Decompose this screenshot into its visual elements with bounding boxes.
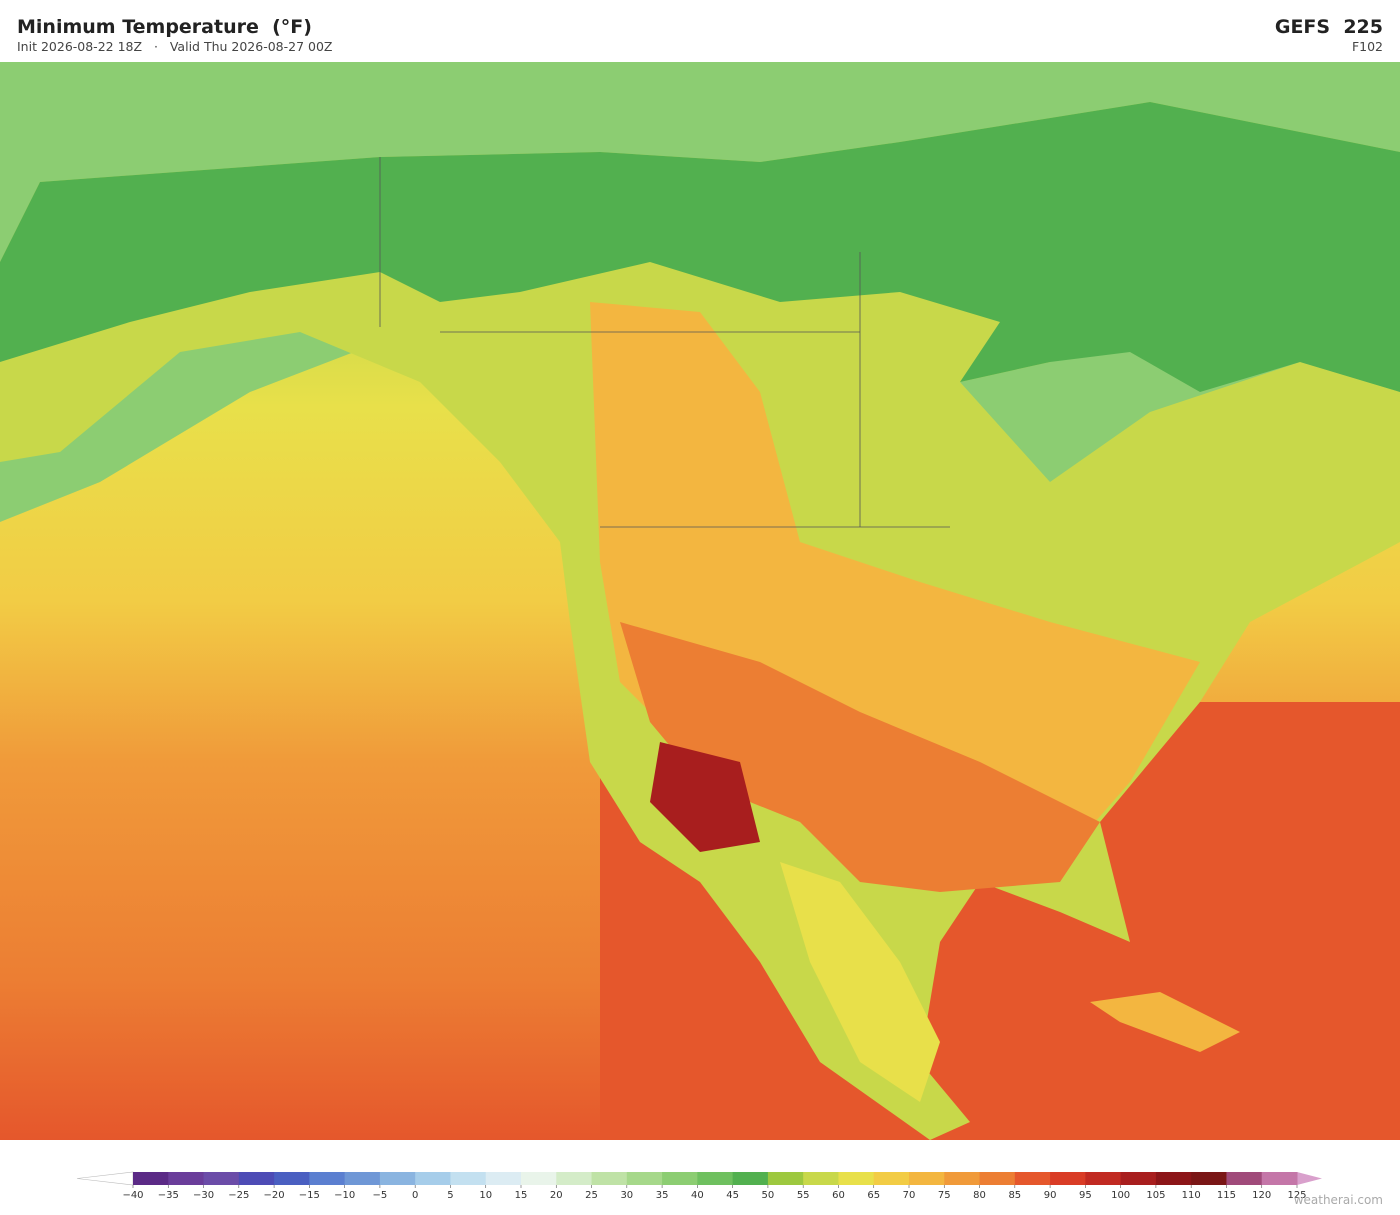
colorbar-swatch bbox=[1191, 1172, 1227, 1185]
colorbar-tick-label: 120 bbox=[1252, 1190, 1271, 1200]
colorbar-swatch bbox=[344, 1172, 381, 1185]
colorbar-tick-label: 75 bbox=[938, 1190, 951, 1200]
desert-hot bbox=[650, 742, 760, 852]
colorbar: −40 −35 −30 −25 −20 −15 −10 −5 0 5 10 15 20 25 30 35 40 4… bbox=[76, 1171, 1322, 1200]
colorbar-swatch bbox=[274, 1172, 310, 1185]
credit: weatherai.com bbox=[1293, 1193, 1383, 1207]
colorbar-tick-label: −10 bbox=[334, 1190, 355, 1200]
colorbar-tick-label: 80 bbox=[973, 1190, 986, 1200]
colorbar-swatch bbox=[450, 1172, 487, 1185]
colorbar-tick-label: 0 bbox=[412, 1190, 418, 1200]
colorbar-swatch bbox=[485, 1172, 522, 1185]
colorbar-tick-label: −25 bbox=[228, 1190, 249, 1200]
borders bbox=[379, 157, 950, 528]
colorbar-swatch bbox=[662, 1172, 698, 1185]
colorbar-swatch bbox=[203, 1172, 240, 1185]
colorbar-swatch bbox=[803, 1172, 839, 1185]
colorbar-tick-label: 70 bbox=[903, 1190, 916, 1200]
colorbar-swatch bbox=[732, 1172, 769, 1185]
model-label: GEFS 225 bbox=[1274, 16, 1383, 38]
colorbar-swatch bbox=[979, 1172, 1016, 1185]
colorbar-tick-label: 100 bbox=[1111, 1190, 1130, 1200]
colorbar-swatch bbox=[168, 1172, 205, 1185]
colorbar-tick-label: 45 bbox=[726, 1190, 739, 1200]
colorbar-over bbox=[1297, 1172, 1322, 1185]
colorbar-swatch bbox=[521, 1172, 557, 1185]
boreal-cool bbox=[0, 102, 1400, 392]
colorbar-swatch bbox=[415, 1172, 451, 1185]
colorbar-tick-label: 15 bbox=[515, 1190, 528, 1200]
colorbar-tick-label: 40 bbox=[691, 1190, 704, 1200]
colorbar-under bbox=[76, 1171, 134, 1186]
map bbox=[0, 62, 1400, 1140]
colorbar-swatch bbox=[379, 1172, 416, 1185]
subtitle: Init 2026-08-22 18Z · Valid Thu 2026-08-… bbox=[17, 39, 333, 54]
title: Minimum Temperature (°F) bbox=[17, 16, 312, 38]
colorbar-swatch bbox=[909, 1172, 945, 1185]
colorbar-tick-label: 65 bbox=[867, 1190, 880, 1200]
colorbar-swatch bbox=[1226, 1172, 1263, 1185]
colorbar-swatch bbox=[697, 1172, 734, 1185]
colorbar-swatch bbox=[1085, 1172, 1122, 1185]
colorbar-tick-label: 60 bbox=[832, 1190, 845, 1200]
colorbar-swatch bbox=[944, 1172, 981, 1185]
colorbar-tick-label: −20 bbox=[264, 1190, 285, 1200]
colorbar-tick-label: 20 bbox=[550, 1190, 563, 1200]
colorbar-tick-label: 30 bbox=[620, 1190, 633, 1200]
colorbar-swatch bbox=[1261, 1172, 1298, 1185]
colorbar-tick-label: −35 bbox=[158, 1190, 179, 1200]
colorbar-tick-label: 85 bbox=[1008, 1190, 1021, 1200]
cuba bbox=[1090, 992, 1240, 1052]
colorbar-swatch bbox=[1014, 1172, 1051, 1185]
colorbar-swatch bbox=[838, 1172, 875, 1185]
colorbar-swatch bbox=[238, 1172, 275, 1185]
colorbar-tick-label: 5 bbox=[447, 1190, 453, 1200]
colorbar-tick-label: 25 bbox=[585, 1190, 598, 1200]
colorbar-swatch bbox=[626, 1172, 663, 1185]
colorbar-tick-label: 35 bbox=[656, 1190, 669, 1200]
colorbar-tick-label: 55 bbox=[797, 1190, 810, 1200]
colorbar-swatch bbox=[1155, 1172, 1192, 1185]
colorbar-tick-label: −40 bbox=[122, 1190, 143, 1200]
colorbar-tick-label: 125 bbox=[1287, 1190, 1306, 1200]
colorbar-swatch bbox=[591, 1172, 628, 1185]
forecast-hour: F102 bbox=[1351, 39, 1383, 54]
colorbar-tick-label: 115 bbox=[1217, 1190, 1236, 1200]
colorbar-swatch bbox=[1050, 1172, 1086, 1185]
colorbar-tick-label: 95 bbox=[1079, 1190, 1092, 1200]
colorbar-tick-label: −15 bbox=[299, 1190, 320, 1200]
colorbar-swatch bbox=[133, 1172, 169, 1185]
colorbar-swatch bbox=[767, 1172, 804, 1185]
colorbar-tick-label: 90 bbox=[1044, 1190, 1057, 1200]
colorbar-swatch bbox=[309, 1172, 346, 1185]
colorbar-swatch bbox=[1120, 1172, 1157, 1185]
mexico-plateau bbox=[780, 862, 940, 1102]
colorbar-tick-label: 10 bbox=[479, 1190, 492, 1200]
colorbar-swatch bbox=[873, 1172, 910, 1185]
colorbar-tick-label: 105 bbox=[1146, 1190, 1165, 1200]
colorbar-swatch bbox=[556, 1172, 593, 1185]
colorbar-tick-label: −5 bbox=[373, 1190, 388, 1200]
south-warm bbox=[620, 622, 1100, 892]
colorbar-tick-label: 110 bbox=[1182, 1190, 1201, 1200]
colorbar-tick-label: 50 bbox=[762, 1190, 775, 1200]
colorbar-tick-label: −30 bbox=[193, 1190, 214, 1200]
